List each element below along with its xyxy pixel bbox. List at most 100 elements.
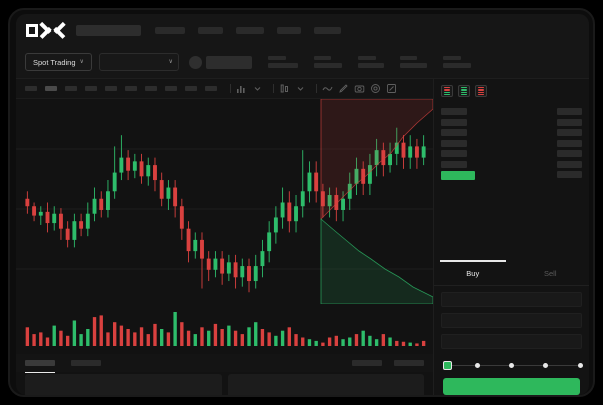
order-price-field[interactable] xyxy=(441,292,582,307)
timeframe-2[interactable] xyxy=(45,86,57,91)
main-nav xyxy=(155,26,354,34)
bottom-panel-right xyxy=(227,374,424,395)
timeframe-7[interactable] xyxy=(145,86,157,91)
market-header: Spot Trading ∨ ∨ xyxy=(16,46,589,79)
stat-volume-24h-label xyxy=(442,56,461,60)
nav-item-3[interactable] xyxy=(236,26,264,34)
stat-change-24h xyxy=(313,56,342,68)
settings-icon[interactable] xyxy=(370,83,381,94)
ob-mode-line xyxy=(461,93,467,95)
stat-low-24h-value xyxy=(399,63,427,68)
trendline-icon[interactable] xyxy=(322,83,333,94)
nav-item-2[interactable] xyxy=(198,26,223,34)
ob-mode-line xyxy=(444,93,450,95)
order-book-row[interactable] xyxy=(441,129,582,136)
ob-mode-line xyxy=(461,89,467,91)
chevron-down-icon[interactable] xyxy=(252,83,263,94)
order-form xyxy=(434,286,589,361)
volume-chart xyxy=(16,304,433,354)
stat-last-price-value xyxy=(267,63,298,68)
order-book-row[interactable] xyxy=(441,160,582,168)
ob-mode-line xyxy=(461,91,467,93)
device-frame: Spot Trading ∨ ∨ xyxy=(8,8,595,397)
chevron-down-icon[interactable] xyxy=(295,83,306,94)
candlestick-chart[interactable] xyxy=(16,99,433,304)
order-book-row[interactable] xyxy=(441,118,582,126)
pencil-icon[interactable] xyxy=(338,83,349,94)
order-book-price xyxy=(441,118,467,126)
volume-chart-svg xyxy=(25,312,426,346)
submit-order-button[interactable] xyxy=(443,378,580,395)
order-book-price xyxy=(441,129,467,136)
top-header xyxy=(16,14,589,46)
order-amount-field[interactable] xyxy=(441,313,582,328)
chevron-down-icon: ∨ xyxy=(168,59,173,65)
order-book-amount xyxy=(557,150,582,157)
slider-handle[interactable] xyxy=(443,361,452,370)
chart-type-icon[interactable] xyxy=(279,83,290,94)
timeframe-9[interactable] xyxy=(185,86,197,91)
ob-mode-line xyxy=(478,91,484,93)
timeframe-5[interactable] xyxy=(105,86,117,91)
slider-stop-50[interactable] xyxy=(509,362,514,368)
timeframe-6[interactable] xyxy=(125,86,137,91)
slider-stop-75[interactable] xyxy=(543,362,549,368)
stat-change-24h-label xyxy=(313,56,331,60)
orders-tab-bar xyxy=(16,354,433,373)
stat-volume-24h xyxy=(442,56,471,68)
timeframe-list xyxy=(25,86,225,91)
market-type-dropdown[interactable]: Spot Trading ∨ xyxy=(25,53,92,71)
search-input[interactable] xyxy=(76,24,141,36)
bottom-action-2[interactable] xyxy=(394,360,424,366)
slider-stop-25[interactable] xyxy=(474,362,480,368)
orders-tabs-right xyxy=(352,360,424,366)
order-book-row[interactable] xyxy=(441,139,582,147)
timeframe-4[interactable] xyxy=(85,86,97,91)
order-book-row[interactable] xyxy=(441,150,582,157)
camera-icon[interactable] xyxy=(354,83,365,94)
order-book-panel: Buy Sell xyxy=(433,79,589,395)
toolbar-divider xyxy=(230,84,231,93)
tab-buy[interactable]: Buy xyxy=(434,260,512,285)
market-stats xyxy=(252,56,471,68)
order-total-field[interactable] xyxy=(441,334,582,349)
order-book-amount xyxy=(557,160,582,168)
nav-item-1[interactable] xyxy=(155,26,185,34)
timeframe-3[interactable] xyxy=(65,86,77,91)
stat-high-24h-value xyxy=(357,63,384,68)
tab-open-orders[interactable] xyxy=(25,360,55,373)
okx-logo-icon[interactable] xyxy=(26,23,66,37)
stat-high-24h xyxy=(357,56,384,68)
timeframe-8[interactable] xyxy=(165,86,177,91)
nav-item-4[interactable] xyxy=(277,26,301,34)
order-book-row[interactable] xyxy=(441,171,582,180)
timeframe-1[interactable] xyxy=(25,86,37,91)
stat-low-24h xyxy=(399,56,427,68)
pair-select-dropdown[interactable]: ∨ xyxy=(98,53,179,71)
order-book-amount xyxy=(557,129,582,136)
indicators-icon[interactable] xyxy=(236,83,247,94)
order-book-price xyxy=(441,171,475,180)
tab-sell[interactable]: Sell xyxy=(543,269,557,278)
order-book-row[interactable] xyxy=(441,108,582,115)
pair-name xyxy=(205,55,252,69)
order-book-price xyxy=(441,150,467,157)
coin-avatar xyxy=(188,55,202,69)
slider-stop-100[interactable] xyxy=(577,362,583,368)
fullscreen-icon[interactable] xyxy=(386,83,397,94)
order-book-amount xyxy=(557,118,582,126)
ob-mode-buy[interactable] xyxy=(458,85,470,97)
ob-mode-both[interactable] xyxy=(441,85,453,97)
tab-order-history[interactable] xyxy=(71,360,101,366)
bottom-action-1[interactable] xyxy=(352,360,382,366)
timeframe-10[interactable] xyxy=(205,86,217,91)
ob-mode-sell[interactable] xyxy=(475,85,487,97)
chart-toolbar xyxy=(16,79,433,99)
stat-high-24h-label xyxy=(357,56,376,60)
stat-last-price-label xyxy=(267,56,286,60)
nav-item-5[interactable] xyxy=(314,26,341,34)
app-screen: Spot Trading ∨ ∨ xyxy=(16,14,589,395)
order-book-amount xyxy=(557,171,582,178)
amount-percent-slider[interactable] xyxy=(443,361,583,371)
stat-last-price xyxy=(267,56,298,68)
